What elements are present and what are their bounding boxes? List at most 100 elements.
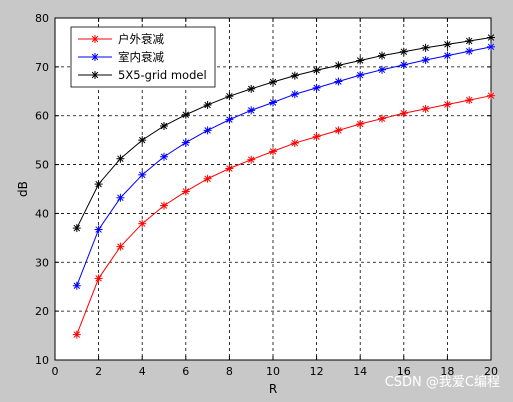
marker-stroke xyxy=(73,282,81,289)
y-tick-label: 60 xyxy=(35,110,49,123)
marker-stroke xyxy=(91,71,99,79)
y-axis-label: dB xyxy=(16,181,30,197)
data-point xyxy=(269,147,277,156)
data-point xyxy=(116,193,125,202)
data-point xyxy=(487,33,495,42)
marker-stroke xyxy=(73,331,81,338)
data-point xyxy=(116,154,125,163)
marker-stroke xyxy=(247,85,255,93)
y-tick-label: 20 xyxy=(35,305,49,318)
data-point xyxy=(421,56,430,65)
marker-stroke xyxy=(356,57,364,64)
marker-stroke xyxy=(138,136,146,144)
marker-stroke xyxy=(378,66,386,74)
x-tick-label: 20 xyxy=(484,365,498,378)
data-point xyxy=(203,126,212,135)
marker-stroke xyxy=(378,52,386,59)
legend-marker xyxy=(91,71,99,79)
marker-stroke xyxy=(465,37,473,45)
watermark-text: CSDN @我爱C编程 xyxy=(385,375,500,390)
x-tick-label: 14 xyxy=(353,365,367,378)
marker-stroke xyxy=(182,139,190,146)
y-tick-label: 70 xyxy=(35,61,49,74)
series-line xyxy=(76,95,492,335)
data-point xyxy=(421,43,430,52)
data-point xyxy=(203,174,212,183)
data-point xyxy=(356,120,365,129)
data-point xyxy=(487,42,495,51)
marker-stroke xyxy=(91,53,99,61)
data-point xyxy=(378,114,386,123)
data-point xyxy=(116,242,125,251)
marker-stroke xyxy=(400,48,408,55)
marker-stroke xyxy=(91,35,99,43)
data-point xyxy=(334,61,343,70)
marker-stroke xyxy=(487,92,495,99)
x-tick-label: 4 xyxy=(139,365,146,378)
data-point xyxy=(312,83,321,92)
marker-stroke xyxy=(400,110,408,117)
marker-stroke xyxy=(291,72,299,79)
marker-stroke xyxy=(117,155,124,162)
data-point xyxy=(443,51,452,60)
data-point xyxy=(290,139,299,148)
legend-label: 户外衰减 xyxy=(118,32,164,46)
data-point xyxy=(181,138,190,147)
marker-stroke xyxy=(422,105,429,113)
data-point xyxy=(247,84,256,93)
marker-stroke xyxy=(356,120,364,128)
marker-stroke xyxy=(422,44,429,52)
marker-stroke xyxy=(378,115,386,122)
marker-stroke xyxy=(444,52,451,59)
data-point xyxy=(356,56,365,65)
marker-stroke xyxy=(95,180,102,188)
marker-stroke xyxy=(487,34,495,41)
marker-stroke xyxy=(335,62,342,69)
data-point xyxy=(443,100,452,109)
series-line xyxy=(76,46,492,286)
marker-stroke xyxy=(226,116,233,123)
data-point xyxy=(269,98,277,107)
marker-stroke xyxy=(182,188,190,195)
data-point xyxy=(378,51,386,60)
data-point xyxy=(356,71,365,80)
x-tick-label: 12 xyxy=(310,365,324,378)
marker-stroke xyxy=(313,84,320,92)
tick-marks xyxy=(54,17,492,361)
data-point xyxy=(312,66,321,75)
data-point xyxy=(399,47,408,56)
x-axis-label: R xyxy=(269,382,277,396)
marker-stroke xyxy=(269,148,277,155)
data-point xyxy=(94,180,103,189)
x-tick-label: 10 xyxy=(266,365,280,378)
x-tick-label: 8 xyxy=(226,365,233,378)
data-point xyxy=(334,77,343,86)
marker-stroke xyxy=(269,78,277,86)
data-point xyxy=(421,104,430,113)
marker-stroke xyxy=(465,47,473,55)
y-tick-label: 80 xyxy=(35,12,49,25)
marker-stroke xyxy=(160,153,168,160)
x-tick-label: 16 xyxy=(397,365,411,378)
marker-stroke xyxy=(226,165,233,172)
marker-stroke xyxy=(182,111,190,118)
legend-item: 室内衰减 xyxy=(78,50,164,64)
marker-stroke xyxy=(247,107,255,114)
marker-stroke xyxy=(291,90,299,98)
data-point xyxy=(465,96,474,105)
data-point xyxy=(160,201,168,210)
x-tick-label: 6 xyxy=(182,365,189,378)
legend-item: 户外衰减 xyxy=(78,32,164,46)
marker-stroke xyxy=(335,127,342,134)
y-tick-label: 30 xyxy=(35,256,49,269)
data-point xyxy=(181,187,190,196)
marker-stroke xyxy=(160,202,168,209)
marker-stroke xyxy=(465,96,473,104)
marker-stroke xyxy=(291,139,299,147)
marker-stroke xyxy=(269,99,277,106)
data-point xyxy=(225,164,234,173)
marker-stroke xyxy=(160,122,168,130)
data-point xyxy=(290,90,299,99)
